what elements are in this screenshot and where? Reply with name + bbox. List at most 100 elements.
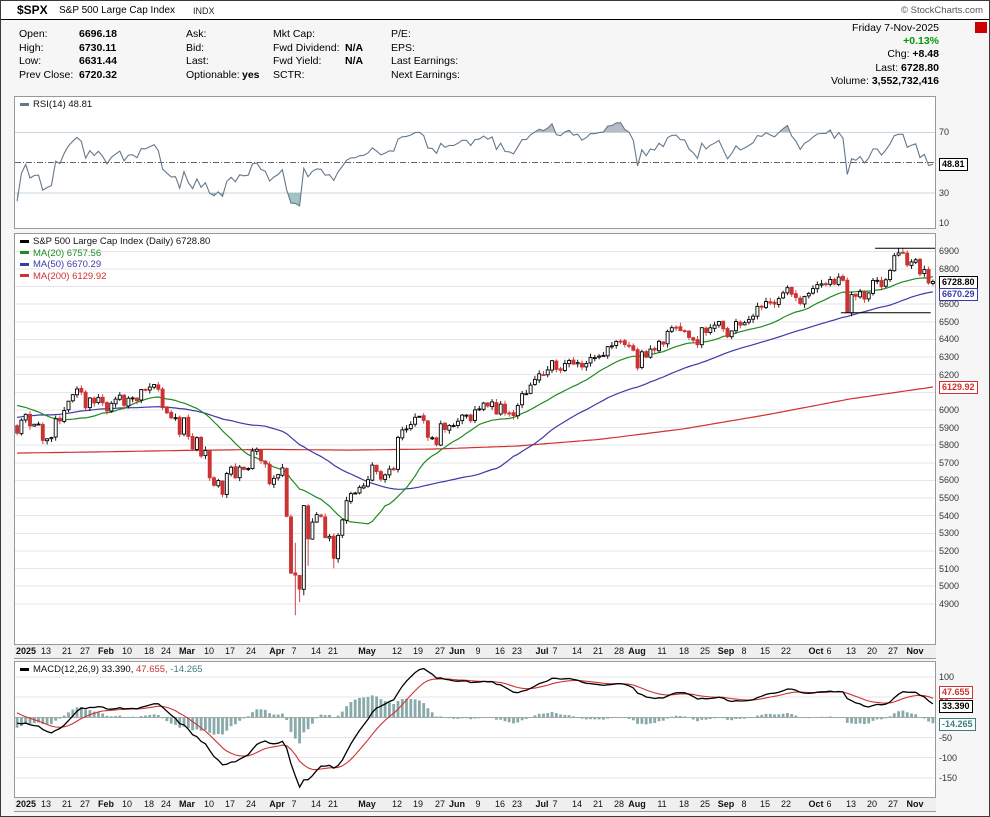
quote-date: Friday 7-Nov-2025 bbox=[852, 22, 939, 34]
x-axis-label: 27 bbox=[79, 646, 91, 656]
x-axis-label: 7 bbox=[291, 799, 297, 809]
x-axis-label: 18 bbox=[143, 799, 155, 809]
x-axis-label: 13 bbox=[40, 646, 52, 656]
x-axis-label: 12 bbox=[391, 799, 403, 809]
ask-label: Ask: bbox=[186, 28, 207, 40]
price-axis-label: 6900 bbox=[939, 246, 960, 256]
x-axis-label: May bbox=[358, 646, 376, 656]
x-axis-label: 17 bbox=[224, 799, 236, 809]
change-percent: +0.13% bbox=[903, 35, 939, 48]
quote-col-bid-ask: Ask: Bid: Last: Optionable: yes bbox=[186, 28, 260, 82]
macd-plot bbox=[15, 667, 935, 789]
x-axis-label: 2025 bbox=[16, 799, 37, 809]
x-axis-label: Mar bbox=[178, 646, 196, 656]
x-axis-label: 18 bbox=[143, 646, 155, 656]
x-axis-label: 10 bbox=[203, 799, 215, 809]
prev-close-row: Prev Close: 6720.32 bbox=[19, 69, 117, 83]
x-axis-label: 14 bbox=[571, 799, 583, 809]
x-axis-label: 20 bbox=[866, 646, 878, 656]
last-earnings-label: Last Earnings: bbox=[391, 55, 459, 67]
x-axis-label: 7 bbox=[291, 646, 297, 656]
eps-label: EPS: bbox=[391, 41, 415, 54]
rsi-line-icon bbox=[20, 102, 29, 106]
low-value: 6631.44 bbox=[79, 55, 117, 67]
volume-row: Volume: 3,552,732,416 bbox=[831, 75, 939, 88]
x-axis-label: 22 bbox=[780, 646, 792, 656]
last-row: Last: bbox=[186, 55, 260, 69]
price-axis-label: 6600 bbox=[939, 299, 960, 309]
ma20-line-icon bbox=[20, 251, 29, 255]
optionable-label: Optionable: bbox=[186, 68, 240, 81]
price-axis-label: 5500 bbox=[939, 493, 960, 503]
x-axis-label: Aug bbox=[628, 646, 646, 656]
x-axis-label: Jul bbox=[535, 799, 549, 809]
x-axis-label: 18 bbox=[678, 799, 690, 809]
symbol-name: S&P 500 Large Cap Index bbox=[59, 5, 176, 16]
macd-legend-name: MACD(12,26,9) bbox=[33, 664, 99, 675]
rsi-legend: RSI(14) 48.81 bbox=[20, 99, 92, 110]
ma50-line-icon bbox=[20, 262, 29, 266]
x-axis-label: 17 bbox=[224, 646, 236, 656]
ma200-legend-row: MA(200) 6129.92 bbox=[20, 271, 210, 283]
x-axis-label: 21 bbox=[327, 646, 339, 656]
prev-close-value: 6720.32 bbox=[79, 68, 117, 81]
price-plot bbox=[15, 247, 935, 616]
ma50-price-box: 6670.29 bbox=[939, 288, 978, 301]
ma20-legend-row: MA(20) 6757.56 bbox=[20, 248, 210, 260]
price-axis-label: 6200 bbox=[939, 370, 960, 380]
macd-hist-value: -14.265 bbox=[170, 664, 203, 675]
next-earnings-label: Next Earnings: bbox=[391, 68, 460, 81]
x-axis-label: Apr bbox=[269, 799, 285, 809]
rsi-axis-label: 30 bbox=[939, 188, 950, 198]
ma50-legend-row: MA(50) 6670.29 bbox=[20, 259, 210, 271]
price-axis-label: 5400 bbox=[939, 511, 960, 521]
chart-header: $SPX S&P 500 Large Cap Index INDX © Stoc… bbox=[1, 1, 989, 20]
fwd-dividend-label: Fwd Dividend: bbox=[273, 41, 340, 54]
macd-legend: MACD(12,26,9) 33.390, 47.655, -14.265 bbox=[20, 664, 203, 675]
quote-col-change: Friday 7-Nov-2025 +0.13% Chg: +8.48 Last… bbox=[831, 22, 939, 88]
x-axis-label: Apr bbox=[269, 646, 285, 656]
optionable-row: Optionable: yes bbox=[186, 69, 260, 83]
change-value: +8.48 bbox=[912, 48, 939, 61]
symbol: $SPX bbox=[17, 3, 48, 17]
macd-value-box: 33.390 bbox=[939, 700, 973, 713]
rsi-plot bbox=[15, 122, 935, 207]
x-axis-bottom: 2025 13 21 27 Feb 10 18 24 Mar 10 17 24 Apr 7 14 21 May 1… bbox=[14, 798, 936, 812]
x-axis-label: 28 bbox=[613, 646, 625, 656]
last-price-label: Last: bbox=[875, 61, 899, 74]
price-series-icon bbox=[20, 239, 29, 243]
rsi-axis-label: 10 bbox=[939, 218, 950, 228]
x-axis-label: 16 bbox=[494, 646, 506, 656]
macd-line-icon bbox=[20, 667, 29, 671]
open-label: Open: bbox=[19, 28, 48, 40]
fwd-yield-value: N/A bbox=[345, 55, 364, 67]
x-axis-label: 23 bbox=[511, 799, 523, 809]
macd-signal-box: 47.655 bbox=[939, 686, 973, 699]
fwd-dividend-value: N/A bbox=[345, 41, 364, 54]
x-axis-label: 2025 bbox=[16, 646, 37, 656]
x-axis-label: 11 bbox=[657, 799, 667, 809]
x-axis-label: May bbox=[358, 799, 376, 809]
macd-panel: MACD(12,26,9) 33.390, 47.655, -14.265 bbox=[14, 661, 936, 798]
high-row: High: 6730.11 bbox=[19, 42, 117, 56]
macd-axis-label: 100 bbox=[939, 672, 955, 682]
x-axis-label: 14 bbox=[310, 646, 322, 656]
price-axis-label: 6000 bbox=[939, 405, 960, 415]
x-axis-label: 15 bbox=[759, 799, 771, 809]
macd-axis-label: -150 bbox=[939, 773, 958, 783]
x-axis-label: Oct bbox=[808, 646, 824, 656]
x-axis-label: Aug bbox=[628, 799, 646, 809]
x-axis-label: Feb bbox=[97, 646, 115, 656]
x-axis-label: Sep bbox=[717, 646, 735, 656]
x-axis-label: Jul bbox=[535, 646, 549, 656]
price-axis-label: 5100 bbox=[939, 564, 960, 574]
change-row: Chg: +8.48 bbox=[831, 48, 939, 61]
price-panel: S&P 500 Large Cap Index (Daily) 6728.80 … bbox=[14, 233, 936, 645]
price-axis-label: 5800 bbox=[939, 440, 960, 450]
x-axis-label: 21 bbox=[61, 646, 73, 656]
price-axis-label: 6400 bbox=[939, 334, 960, 344]
x-axis-label: 27 bbox=[887, 799, 899, 809]
x-axis-label: 25 bbox=[699, 646, 711, 656]
price-axis-label: 6300 bbox=[939, 352, 960, 362]
